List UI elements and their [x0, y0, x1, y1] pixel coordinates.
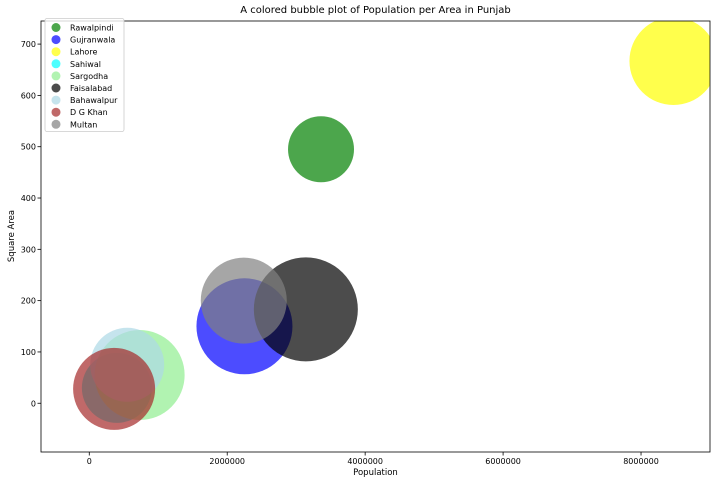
chart-title: A colored bubble plot of Population per … — [240, 5, 511, 16]
legend-marker — [51, 95, 61, 105]
legend-frame — [44, 18, 125, 132]
legend-label: Bahawalpur — [70, 96, 118, 105]
legend-marker — [51, 107, 61, 117]
bubble-d-g-khan — [73, 347, 156, 430]
bubble-multan — [200, 257, 287, 344]
y-tick-label: 700 — [21, 40, 36, 49]
legend-marker — [51, 23, 61, 32]
legend-label: D G Khan — [70, 108, 108, 117]
y-tick-label: 500 — [21, 143, 36, 152]
x-tick-label: 6000000 — [485, 457, 521, 466]
x-axis-label: Population — [353, 468, 398, 478]
y-tick-label: 200 — [21, 297, 36, 306]
x-axis-ticks: 0 2000000 4000000 6000000 8000000 — [87, 452, 659, 466]
y-tick-label: 600 — [21, 91, 36, 100]
legend-marker — [51, 119, 61, 129]
x-tick-label: 8000000 — [623, 457, 659, 466]
legend-marker — [51, 35, 61, 45]
bubble-rawalpindi — [288, 116, 355, 183]
legend-label: Sargodha — [70, 72, 108, 81]
legend-marker — [51, 71, 61, 81]
y-tick-label: 0 — [31, 399, 36, 408]
bubble-lahore — [629, 21, 710, 106]
legend-label: Sahiwal — [70, 60, 101, 69]
legend-marker — [51, 47, 61, 57]
x-tick-label: 0 — [87, 457, 92, 466]
legend-label: Faisalabad — [70, 84, 112, 93]
plot-frame — [40, 20, 711, 453]
y-tick-label: 300 — [21, 245, 36, 254]
legend-marker — [51, 83, 61, 93]
y-tick-label: 400 — [21, 194, 36, 203]
y-axis-label: Square Area — [7, 210, 17, 262]
y-axis-ticks: 0 100 200 300 400 500 600 700 — [21, 40, 41, 408]
x-tick-label: 2000000 — [209, 457, 245, 466]
legend-label: Lahore — [70, 48, 97, 57]
y-tick-label: 100 — [21, 348, 36, 357]
legend-label: Rawalpindi — [70, 24, 114, 33]
bubble-layer — [73, 21, 710, 430]
legend-label: Gujranwala — [70, 36, 115, 45]
legend: Rawalpindi Gujranwala Lahore Sahiwal Sargodh… — [44, 18, 125, 132]
legend-marker — [51, 59, 61, 69]
legend-label: Multan — [70, 120, 97, 129]
x-tick-label: 4000000 — [347, 457, 383, 466]
